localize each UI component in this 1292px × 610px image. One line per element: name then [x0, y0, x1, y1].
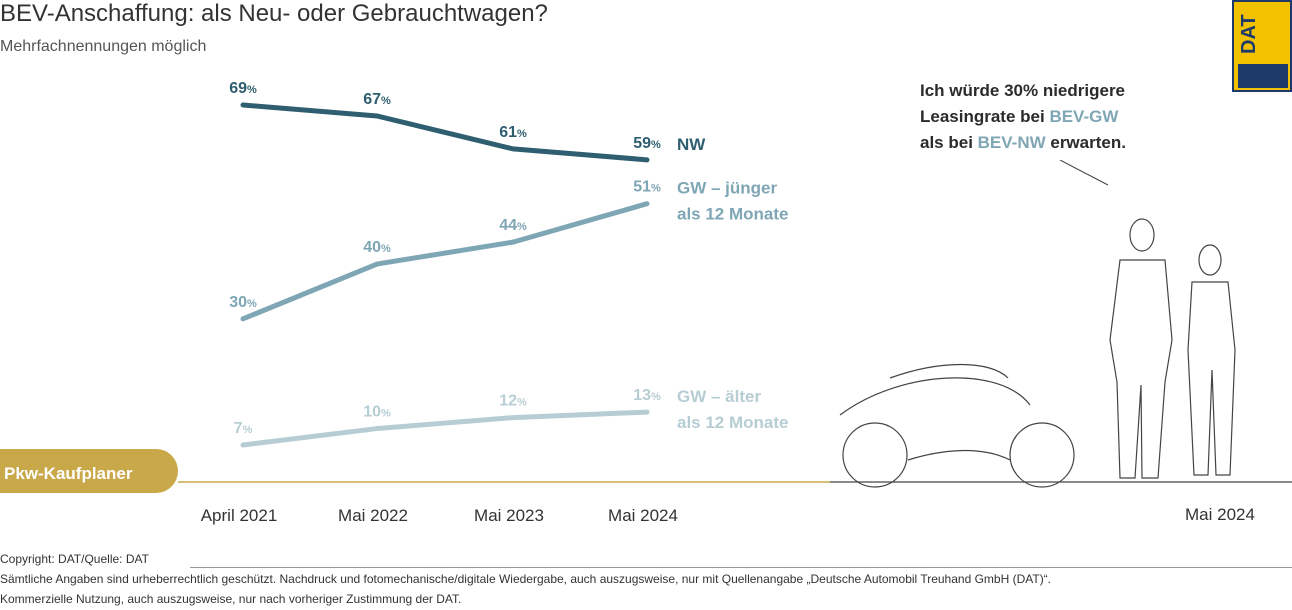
series-legend-label: als 12 Monate: [677, 205, 789, 224]
logo-text: DAT: [1238, 14, 1260, 54]
series-line-1: [240, 201, 650, 322]
badge-label: Pkw-Kaufplaner: [4, 464, 133, 483]
data-label: 69%: [229, 80, 257, 97]
rights-notice-2: Kommerzielle Nutzung, auch auszugsweise,…: [0, 592, 462, 606]
car-and-people-illustration: Mai 2024: [830, 160, 1292, 524]
chart-subtitle: Mehrfachnennungen möglich: [0, 38, 207, 55]
data-label: 10%: [363, 404, 391, 421]
data-label: 12%: [499, 393, 527, 410]
quote-line-2-text: Leasingrate bei: [920, 107, 1050, 126]
quote-line-3: als bei BEV-NW erwarten.: [920, 130, 1126, 156]
series-legend-label: NW: [677, 135, 706, 154]
series-line-0: [240, 102, 650, 163]
data-label: 13%: [633, 387, 661, 404]
quote-highlight-gw: BEV-GW: [1049, 107, 1119, 126]
x-tick-label: Mai 2024: [608, 506, 678, 525]
quote-line-3-end: erwarten.: [1045, 133, 1126, 152]
data-label: 30%: [229, 294, 257, 311]
data-label: 59%: [633, 135, 661, 152]
data-label: 40%: [363, 239, 391, 256]
data-label: 44%: [499, 217, 527, 234]
pkw-kaufplaner-badge: [0, 449, 178, 493]
rights-notice-1: Sämtliche Angaben sind urheberrechtlich …: [0, 572, 1052, 586]
series-layer: 69% 67% 61% 59% NW 30% 40% 44% 51% GW – jünger als…: [229, 80, 789, 448]
copyright-divider: [190, 567, 1292, 568]
line-chart: 69% 67% 61% 59% NW 30% 40% 44% 51% GW – jünger als…: [178, 80, 830, 525]
series-legend-label: GW – jünger: [677, 179, 778, 198]
car-icon: [1238, 64, 1288, 88]
woman-figure-icon: [1187, 244, 1236, 476]
data-label: 51%: [633, 179, 661, 196]
data-label: 7%: [234, 420, 253, 437]
x-axis: April 2021 Mai 2022 Mai 2023 Mai 2024: [201, 506, 678, 525]
quote-highlight-nw: BEV-NW: [977, 133, 1046, 152]
illustration-date: Mai 2024: [1185, 505, 1255, 524]
data-label: 61%: [499, 124, 527, 141]
data-label: 67%: [363, 91, 391, 108]
series-line-2: [240, 409, 650, 448]
car-outline-icon: [830, 363, 1292, 488]
copyright: Copyright: DAT/Quelle: DAT: [0, 552, 149, 566]
speech-pointer: [1059, 160, 1109, 186]
series-legend-label: GW – älter: [677, 387, 761, 406]
x-tick-label: April 2021: [201, 506, 278, 525]
man-figure-icon: [1109, 218, 1173, 479]
series-legend-label: als 12 Monate: [677, 413, 789, 432]
quote-line-3-text: als bei: [920, 133, 978, 152]
chart-title: BEV-Anschaffung: als Neu- oder Gebraucht…: [0, 0, 548, 27]
speech-quote: Ich würde 30% niedrigere Leasingrate bei…: [920, 78, 1126, 156]
x-tick-label: Mai 2023: [474, 506, 544, 525]
x-tick-label: Mai 2022: [338, 506, 408, 525]
quote-line-1: Ich würde 30% niedrigere: [920, 81, 1126, 100]
dat-logo: DAT: [1232, 0, 1292, 92]
quote-line-2: Leasingrate bei BEV-GW: [920, 104, 1126, 130]
